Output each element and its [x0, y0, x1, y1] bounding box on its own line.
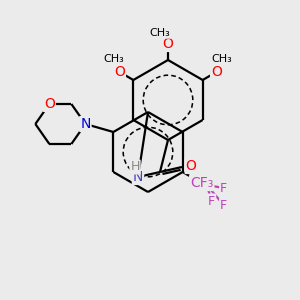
Text: F: F [208, 194, 215, 208]
Text: F: F [220, 182, 227, 194]
Text: O: O [163, 37, 173, 51]
Text: N: N [80, 117, 91, 131]
Text: N: N [133, 170, 143, 184]
Text: CH₃: CH₃ [150, 28, 170, 38]
Text: O: O [44, 97, 55, 111]
Text: O: O [211, 65, 222, 79]
Text: CH₃: CH₃ [212, 55, 232, 64]
Text: CH₃: CH₃ [103, 55, 124, 64]
Text: H: H [130, 160, 140, 173]
Text: F: F [220, 199, 227, 212]
Text: O: O [114, 65, 125, 79]
Text: CF₃: CF₃ [190, 176, 213, 190]
Text: O: O [186, 159, 196, 173]
